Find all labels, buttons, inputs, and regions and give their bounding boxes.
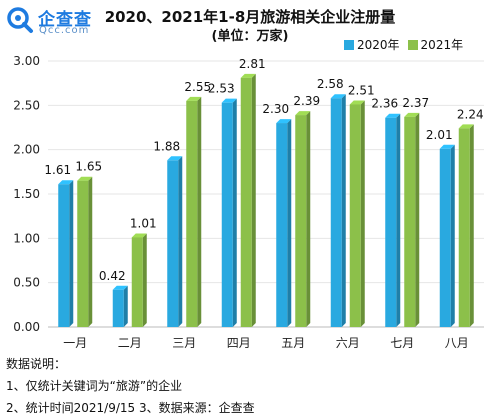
bar-value-label: 0.42 [99,269,126,283]
notes-heading: 数据说明： [6,357,67,371]
x-tick-label: 四月 [227,336,251,350]
qcc-logo: 企查查 Qcc.com [6,4,102,40]
legend-label-2020: 2020年 [357,38,400,52]
x-tick-label: 二月 [118,336,142,350]
y-tick-label: 1.50 [13,187,40,201]
bar-side [450,144,455,327]
bar-top [186,96,202,101]
bar-top [385,113,401,118]
bar-2020 [221,102,233,327]
bar-2020 [58,184,70,327]
bar-side [142,233,147,327]
bar-side [360,100,365,328]
bar-top [221,98,237,103]
bar-side [123,285,128,327]
bar-2020 [385,117,397,327]
bar-value-label: 2.81 [239,57,266,71]
bar-top [330,94,346,99]
bar-value-label: 2.51 [348,83,375,97]
bar-top [112,285,128,290]
bar-top [167,156,183,161]
bar-2020 [167,160,179,327]
qcc-logo-icon [7,7,33,33]
bar-value-label: 1.88 [153,139,180,153]
bar-side [88,176,93,327]
bar-value-label: 2.55 [184,80,211,94]
bar-chart: 0.00 0.50 1.00 1.50 2.00 2.50 3.00 1.61 1.65 一月 0.… [13,54,484,350]
x-tick-label: 一月 [63,336,87,350]
bar-side [197,96,202,328]
bar-value-label: 2.53 [208,82,235,96]
bar-2021 [77,180,89,327]
bar-top [295,111,311,116]
bar-2020 [112,289,124,327]
bar-top [276,119,292,124]
bar-side [178,156,183,327]
bar-top [349,100,365,105]
bar-side [469,124,474,328]
y-tick-label: 0.50 [13,276,40,290]
y-tick-label: 3.00 [13,54,40,68]
bar-2021 [131,237,143,327]
x-tick-label: 六月 [336,336,360,350]
y-tick-label: 2.50 [13,98,40,112]
bar-top [458,124,474,129]
bar-value-label: 2.37 [402,96,429,110]
notes-line-2: 2、统计时间2021/9/15 3、数据来源：企查查 [6,401,255,415]
bar-value-label: 2.58 [317,77,344,91]
bar-side [396,113,401,327]
bar-value-label: 1.65 [75,160,102,174]
x-tick-label: 八月 [445,336,469,350]
bar-2021 [186,100,198,328]
chart-title: 2020、2021年1-8月旅游相关企业注册量 [104,8,396,26]
bar-value-label: 2.24 [457,107,484,121]
bar-top [77,176,93,181]
bar-2021 [240,77,252,327]
legend-swatch-2021 [407,39,418,50]
bar-value-label: 2.01 [426,128,453,142]
bar-value-label: 2.30 [262,102,289,116]
bar-2020 [439,148,451,327]
bar-top [404,112,420,117]
bar-top [439,144,455,149]
legend-item-2021: 2021年 [407,36,464,53]
bar-side [341,94,346,328]
bar-2021 [295,115,307,327]
bar-top [58,180,74,185]
bar-value-label: 1.01 [130,216,157,230]
bar-value-label: 2.36 [371,97,398,111]
logo-domain: Qcc.com [39,25,90,36]
logo-name: 企查查 [38,10,92,30]
x-tick-label: 三月 [172,336,196,350]
bar-2021 [404,116,416,327]
bar-side [251,73,256,327]
x-tick-label: 七月 [390,336,414,350]
bar-top [240,73,256,78]
legend-label-2021: 2021年 [420,38,464,52]
bar-side [69,180,74,327]
bar-2020 [276,123,288,327]
y-tick-label: 2.00 [13,143,40,157]
bar-value-label: 1.61 [44,163,71,177]
bar-2020 [330,98,342,328]
bar-2021 [349,104,361,328]
bar-value-label: 2.39 [293,94,320,108]
bar-side [306,111,311,327]
chart-subtitle: (单位：万家) [211,29,289,44]
legend-swatch-2020 [344,39,354,50]
bar-side [287,119,292,327]
bar-side [232,98,237,327]
notes-line-1: 1、仅统计关键词为“旅游”的企业 [6,379,183,393]
bar-2021 [458,128,470,327]
y-tick-label: 0.00 [13,320,40,334]
legend-item-2020: 2020年 [344,36,400,53]
bar-side [415,112,420,327]
chart-legend: 2020年 2021年 [344,36,471,53]
x-tick-label: 五月 [281,336,305,350]
data-notes: 数据说明： 1、仅统计关键词为“旅游”的企业 2、统计时间2021/9/15 3… [6,353,255,419]
y-tick-label: 1.00 [13,231,40,245]
bar-top [131,233,147,238]
